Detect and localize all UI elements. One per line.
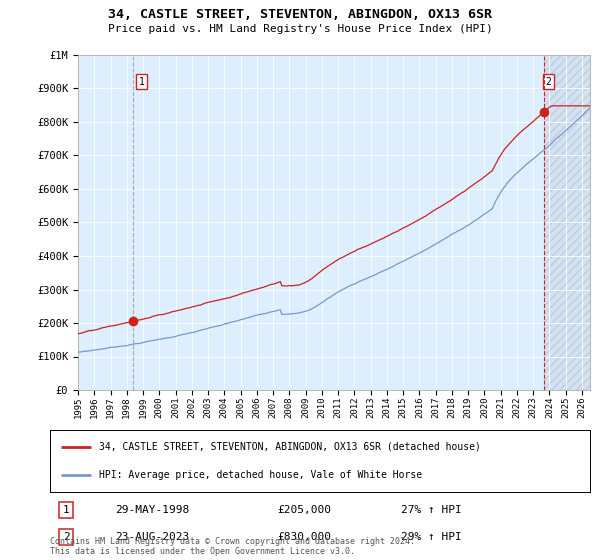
Text: 27% ↑ HPI: 27% ↑ HPI [401,505,462,515]
Text: 2: 2 [63,532,70,542]
Text: Contains HM Land Registry data © Crown copyright and database right 2024.
This d: Contains HM Land Registry data © Crown c… [50,536,415,556]
Text: 29% ↑ HPI: 29% ↑ HPI [401,532,462,542]
Text: 1: 1 [63,505,70,515]
Text: Price paid vs. HM Land Registry's House Price Index (HPI): Price paid vs. HM Land Registry's House … [107,24,493,34]
Text: 23-AUG-2023: 23-AUG-2023 [115,532,189,542]
Text: £205,000: £205,000 [277,505,331,515]
Text: HPI: Average price, detached house, Vale of White Horse: HPI: Average price, detached house, Vale… [98,470,422,480]
Bar [544,55,590,390]
Text: 34, CASTLE STREET, STEVENTON, ABINGDON, OX13 6SR: 34, CASTLE STREET, STEVENTON, ABINGDON, … [108,8,492,21]
Text: 29-MAY-1998: 29-MAY-1998 [115,505,189,515]
Text: 2: 2 [545,77,551,87]
Text: 34, CASTLE STREET, STEVENTON, ABINGDON, OX13 6SR (detached house): 34, CASTLE STREET, STEVENTON, ABINGDON, … [98,442,481,452]
Text: 1: 1 [139,77,145,87]
Text: £830,000: £830,000 [277,532,331,542]
